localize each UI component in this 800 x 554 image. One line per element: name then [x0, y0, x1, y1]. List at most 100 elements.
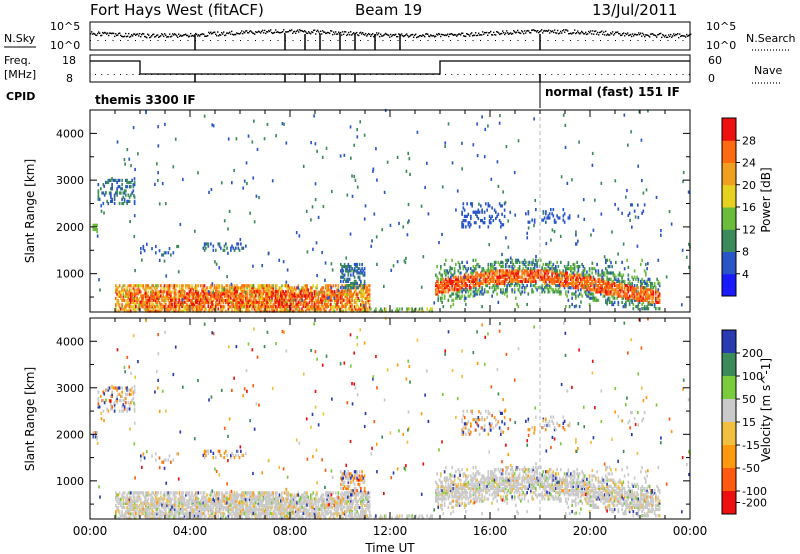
power-cell	[488, 243, 491, 247]
power-cell	[152, 307, 155, 311]
nsearch-point	[315, 40, 316, 41]
nsky-point	[516, 31, 518, 33]
power-cell	[115, 296, 117, 300]
power-cell	[166, 292, 168, 296]
power-cell	[215, 286, 217, 290]
power-cell	[231, 307, 233, 311]
power-cell	[437, 294, 440, 298]
power-cell	[322, 204, 325, 209]
nsky-point	[217, 31, 219, 33]
power-cell	[118, 305, 121, 309]
nsky-point	[369, 33, 371, 36]
power-cell	[125, 193, 127, 197]
power-cell	[262, 298, 265, 303]
power-cell	[427, 212, 430, 216]
nsearch-point	[135, 40, 136, 41]
power-cell	[350, 273, 352, 277]
power-cell	[152, 296, 155, 300]
nsky-point	[385, 32, 387, 35]
power-cell	[141, 284, 143, 288]
nsky-point	[427, 33, 429, 35]
power-cell	[507, 258, 510, 262]
nsky-point	[562, 30, 564, 32]
power-cell	[652, 290, 655, 294]
nsky-point	[335, 31, 337, 33]
power-cell	[153, 294, 156, 298]
nsky-point	[577, 30, 579, 32]
power-cell	[470, 292, 472, 296]
power-cell	[156, 303, 158, 307]
power-cell	[621, 260, 623, 264]
power-cell	[227, 227, 229, 231]
power-cell	[247, 298, 250, 303]
nsky-point	[546, 30, 548, 32]
power-cell	[230, 301, 232, 305]
power-cell	[191, 305, 193, 309]
power-cell	[645, 262, 647, 267]
nsearch-point	[502, 40, 504, 41]
power-cell	[526, 284, 528, 288]
power-cell	[356, 135, 359, 139]
power-cell	[257, 292, 260, 296]
power-cell	[152, 309, 155, 313]
power-cell	[406, 233, 409, 237]
nsky-point	[343, 33, 345, 35]
power-cell	[617, 300, 620, 304]
nsky-point	[626, 33, 628, 36]
power-cell	[137, 288, 140, 292]
power-cell	[128, 292, 131, 296]
power-cell	[349, 125, 352, 129]
power-cell	[257, 284, 260, 288]
nsky-point	[241, 30, 243, 32]
power-cell	[116, 288, 118, 292]
power-cell	[628, 279, 631, 283]
nsky-point	[138, 35, 140, 37]
power-cell	[381, 228, 384, 232]
power-cell	[157, 305, 160, 309]
power-cell	[532, 258, 535, 262]
power-cell	[131, 298, 133, 302]
power-cell	[480, 204, 482, 208]
power-cell	[120, 191, 122, 195]
nsky-point	[362, 32, 364, 34]
power-cell	[452, 292, 455, 296]
power-cell	[243, 288, 246, 292]
power-cell	[127, 301, 130, 305]
power-cell	[220, 292, 222, 296]
nsky-point	[116, 34, 118, 37]
power-cell	[250, 303, 252, 307]
power-cell	[252, 286, 255, 290]
power-cell	[197, 298, 200, 303]
nsky-point	[177, 36, 179, 38]
power-cell	[253, 307, 256, 311]
power-cell	[312, 247, 314, 251]
nsky-point	[408, 36, 410, 38]
power-cell	[240, 309, 242, 313]
power-cell	[180, 288, 182, 292]
power-cell	[232, 288, 235, 292]
power-cell	[607, 298, 609, 302]
power-cell	[227, 290, 230, 294]
nsky-point	[151, 35, 153, 37]
nsky-point	[232, 33, 234, 36]
power-cell	[128, 307, 131, 311]
power-cell	[156, 286, 158, 290]
power-cell	[122, 290, 125, 294]
power-cell	[560, 175, 563, 179]
power-cell	[257, 307, 260, 311]
power-cell	[212, 298, 215, 303]
nsky-point	[363, 33, 365, 36]
power-cell	[248, 288, 251, 292]
power-cell	[162, 286, 165, 290]
power-cell	[314, 142, 317, 146]
nsky-point	[451, 33, 453, 35]
power-cell	[261, 296, 263, 300]
nave-point	[270, 74, 271, 75]
power-cell	[237, 309, 240, 313]
power-cell	[470, 286, 472, 290]
nsky-point	[170, 36, 172, 38]
power-cell	[368, 288, 371, 292]
nsky-point	[242, 33, 244, 35]
nave-point	[626, 74, 628, 75]
power-cell	[255, 303, 257, 307]
